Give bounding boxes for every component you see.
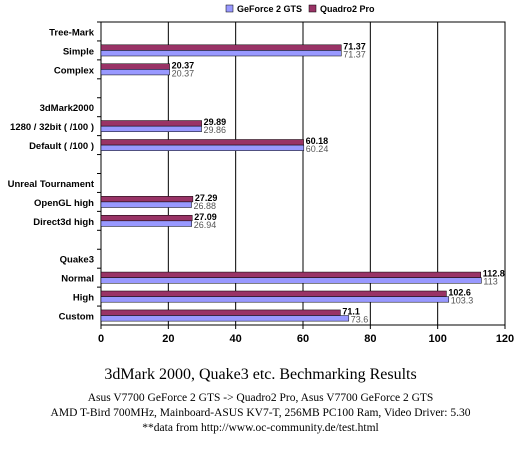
data-label-geforce-2-gts: 26.88	[193, 201, 216, 211]
data-label-geforce-2-gts: 73.6	[351, 315, 369, 325]
bar-quadro2-pro	[100, 120, 202, 127]
data-label-geforce-2-gts: 103.3	[451, 296, 474, 306]
x-tick-label: 20	[162, 333, 174, 345]
legend-swatch-quadro2-pro	[308, 4, 317, 13]
x-tick-label: 40	[230, 333, 242, 345]
data-label-geforce-2-gts: 29.86	[204, 125, 227, 135]
bar-geforce-2-gts	[100, 50, 342, 57]
category-label: 1280 / 32bit ( /100 )	[10, 122, 94, 133]
category-label: OpenGL high	[34, 198, 94, 209]
data-label-quadro2-pro: 112.8	[483, 269, 505, 279]
data-label-geforce-2-gts: 71.37	[343, 49, 366, 59]
data-label-quadro2-pro: 71.1	[342, 307, 360, 317]
category-label: Complex	[54, 65, 95, 76]
category-label: Tree-Mark	[49, 27, 95, 38]
category-label: 3dMark2000	[40, 103, 94, 114]
bar-geforce-2-gts	[100, 296, 450, 303]
bar-quadro2-pro	[100, 196, 194, 203]
caption-line-hardware: Asus V7700 GeForce 2 GTS -> Quadro2 Pro,…	[87, 392, 434, 404]
bar-geforce-2-gts	[100, 201, 192, 208]
bar-geforce-2-gts	[100, 220, 192, 227]
bar-quadro2-pro	[100, 290, 447, 297]
bar-geforce-2-gts	[100, 315, 350, 322]
data-label-quadro2-pro: 20.37	[172, 60, 195, 70]
category-label: Default ( /100 )	[29, 141, 94, 152]
category-label: Custom	[59, 312, 94, 323]
category-label: Unreal Tournament	[8, 179, 95, 190]
caption-line-source: **data from http://www.oc-community.de/t…	[142, 422, 379, 434]
chart-caption-title: 3dMark 2000, Quake3 etc. Bechmarking Res…	[104, 366, 417, 383]
data-label-quadro2-pro: 60.18	[306, 136, 329, 146]
data-label-quadro2-pro: 71.37	[343, 41, 366, 51]
data-label-quadro2-pro: 29.89	[204, 117, 227, 127]
bar-quadro2-pro	[100, 63, 170, 70]
x-tick-label: 60	[297, 333, 309, 345]
data-label-geforce-2-gts: 60.24	[306, 144, 329, 154]
legend-label-quadro2-pro: Quadro2 Pro	[320, 4, 375, 14]
legend-swatch-geforce-2-gts	[225, 4, 234, 13]
x-tick-label: 80	[364, 333, 376, 345]
x-tick-label: 100	[428, 333, 446, 345]
data-label-quadro2-pro: 27.29	[195, 193, 218, 203]
bar-quadro2-pro	[100, 271, 482, 278]
bar-quadro2-pro	[100, 214, 193, 222]
bar-quadro2-pro	[100, 44, 342, 51]
category-label: Normal	[61, 274, 94, 285]
data-label-geforce-2-gts: 20.37	[172, 68, 195, 78]
bar-geforce-2-gts	[100, 144, 305, 151]
bar-geforce-2-gts	[100, 69, 170, 76]
bar-geforce-2-gts	[100, 277, 482, 284]
bar-geforce-2-gts	[100, 125, 202, 133]
legend-label-geforce-2-gts: GeForce 2 GTS	[237, 4, 302, 14]
bar-quadro2-pro	[100, 309, 341, 316]
x-tick-label: 120	[496, 333, 514, 345]
data-label-quadro2-pro: 102.6	[448, 288, 471, 298]
caption-line-system: AMD T-Bird 700MHz, Mainboard-ASUS KV7-T,…	[50, 407, 471, 419]
bar-quadro2-pro	[100, 139, 304, 146]
data-label-geforce-2-gts: 113	[483, 277, 497, 287]
category-label: Direct3d high	[33, 217, 94, 228]
x-tick-label: 0	[98, 333, 104, 345]
category-label: High	[73, 293, 94, 304]
category-label: Quake3	[60, 255, 94, 266]
data-label-geforce-2-gts: 26.94	[194, 220, 217, 230]
category-label: Simple	[63, 46, 94, 57]
benchmark-chart: 0 20 40 60 80 100 120 Tree-Mark Simple 71.3771.37…	[8, 4, 515, 345]
data-label-quadro2-pro: 27.09	[194, 212, 217, 222]
